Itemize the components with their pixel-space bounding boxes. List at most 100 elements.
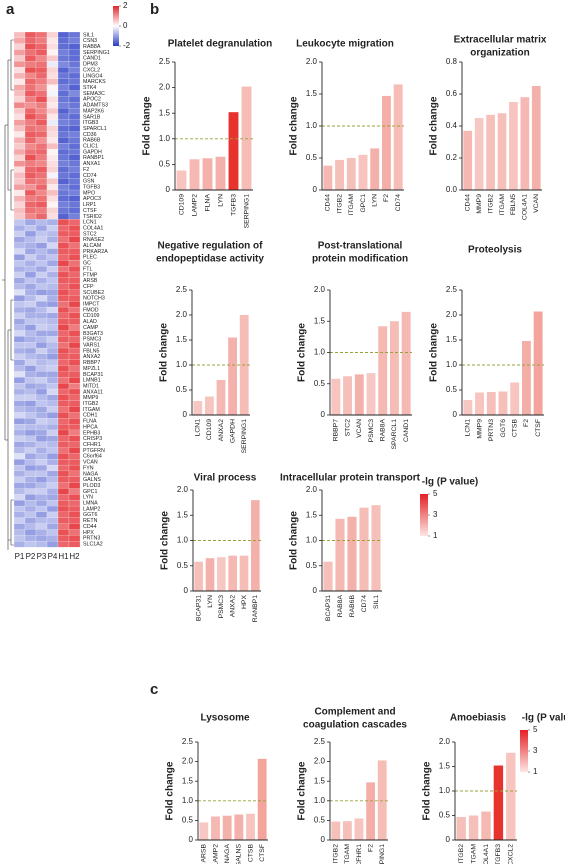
heatmap-cell [57, 265, 70, 273]
bar [239, 555, 249, 591]
heatmap-cell [68, 289, 81, 296]
heatmap-cell [13, 78, 26, 85]
heatmap-cell [57, 236, 70, 243]
heatmap-cell [68, 365, 81, 372]
heatmap-cell [46, 429, 59, 437]
heatmap-cell [46, 336, 59, 343]
row-label: CD109 [83, 313, 100, 319]
heatmap-cell [24, 388, 37, 396]
heatmap-cell [68, 260, 81, 267]
heatmap-cell [13, 107, 26, 115]
heatmap-cell [24, 55, 37, 62]
heatmap-cell [35, 306, 48, 314]
y-tick-label: 0 [313, 586, 318, 595]
bar [370, 148, 380, 190]
row-label: PLEC [83, 255, 97, 261]
bar [216, 380, 226, 415]
heatmap-cell [57, 318, 70, 325]
heatmap-cell [13, 482, 26, 489]
y-tick-label: 1.0 [314, 796, 326, 805]
y-axis-label: Fold change [159, 323, 170, 382]
heatmap-cell [35, 195, 48, 203]
heatmap-cell [68, 84, 81, 91]
column-label: P4 [48, 552, 58, 561]
heatmap-cell [35, 330, 48, 337]
heatmap-cell [24, 172, 37, 179]
heatmap-cell [35, 488, 48, 495]
bar [354, 818, 364, 840]
bar [486, 392, 496, 415]
heatmap-cell [46, 377, 59, 384]
heatmap-cell [68, 166, 81, 173]
heatmap-cell [24, 37, 37, 45]
heatmap-cell [46, 488, 59, 495]
heatmap-cell [13, 505, 26, 513]
y-tick-label: 0.5 [177, 561, 189, 570]
bar [389, 321, 399, 415]
bar [342, 821, 352, 840]
y-tick-label: 2.0 [176, 310, 188, 319]
chart-title: Viral process [194, 473, 257, 484]
heatmap-cell [24, 453, 37, 460]
heatmap-cell [24, 406, 37, 413]
heatmap-cell [24, 371, 37, 378]
heatmap-cell [68, 482, 81, 489]
heatmap-cell [24, 137, 37, 144]
x-tick-label: ITGB2 [458, 844, 465, 864]
chart-title: Amoebiasis [450, 713, 507, 724]
heatmap-cell [57, 242, 70, 249]
heatmap-cell [46, 43, 59, 50]
bar [331, 378, 341, 415]
bar [497, 113, 507, 190]
heatmap-cell [13, 523, 26, 530]
heatmap-cell [46, 353, 59, 361]
y-axis-label: Fold change [289, 511, 300, 570]
heatmap-cell [57, 207, 70, 214]
heatmap-cell [57, 131, 70, 138]
heatmap-cell [68, 535, 81, 542]
heatmap-cell [46, 55, 59, 62]
heatmap-cell [24, 359, 37, 366]
y-tick-label: 2.0 [182, 757, 194, 766]
heatmap-cell [35, 172, 48, 179]
y-axis-label: Fold change [429, 96, 440, 155]
heatmap-cell [57, 500, 70, 507]
heatmap-cell [57, 260, 70, 267]
row-label: SAR1B [83, 114, 101, 120]
heatmap-cell [57, 113, 70, 121]
heatmap-cell [13, 470, 26, 478]
y-tick-label: 0.5 [306, 153, 318, 162]
y-tick-label: 2.5 [182, 737, 194, 746]
heatmap-cell [13, 242, 26, 249]
heatmap-cell [57, 488, 70, 495]
heatmap-cell [57, 90, 70, 97]
heatmap-cell [24, 459, 37, 466]
bar [189, 159, 200, 190]
x-tick-label: F2 [523, 419, 530, 427]
heatmap-cell [57, 49, 70, 56]
heatmap-cell [13, 541, 26, 548]
x-tick-label: TGFB3 [230, 194, 237, 216]
heatmap-cell [68, 125, 81, 132]
heatmap-cell [35, 301, 48, 308]
bar [194, 561, 203, 591]
bar [381, 95, 391, 190]
y-tick-label: 0 [189, 835, 194, 844]
x-tick-label: RAB8A [380, 419, 387, 442]
row-label: CD36 [83, 132, 97, 138]
y-tick-label: 0 [446, 835, 451, 844]
chart-title: endopeptidase activity [156, 254, 264, 265]
row-label: LYN [83, 495, 93, 501]
bar [331, 821, 341, 840]
heatmap-cell [24, 301, 37, 308]
row-label: RETN [83, 518, 98, 524]
heatmap-cell [35, 189, 48, 197]
bar [335, 159, 345, 190]
row-label: F2 [83, 167, 89, 173]
heatmap-cell [35, 418, 48, 425]
heatmap-cell [57, 424, 70, 431]
heatmap-cell [13, 342, 26, 349]
heatmap-cell [13, 283, 26, 290]
heatmap-cell [57, 377, 70, 384]
heatmap-cell [57, 213, 70, 220]
